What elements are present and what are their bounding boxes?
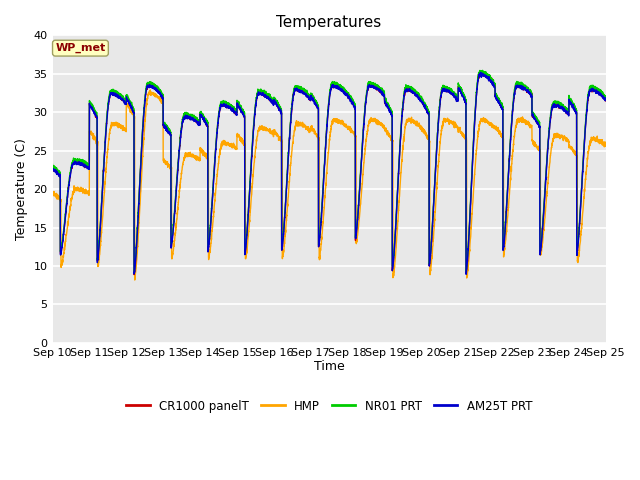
Text: WP_met: WP_met [55, 43, 106, 53]
Legend: CR1000 panelT, HMP, NR01 PRT, AM25T PRT: CR1000 panelT, HMP, NR01 PRT, AM25T PRT [122, 395, 537, 417]
Y-axis label: Temperature (C): Temperature (C) [15, 138, 28, 240]
X-axis label: Time: Time [314, 360, 344, 373]
Title: Temperatures: Temperatures [276, 15, 381, 30]
